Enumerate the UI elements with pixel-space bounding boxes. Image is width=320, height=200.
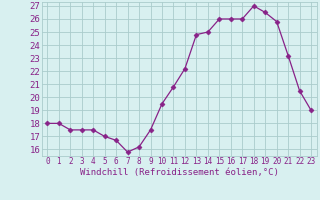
X-axis label: Windchill (Refroidissement éolien,°C): Windchill (Refroidissement éolien,°C) [80, 168, 279, 177]
